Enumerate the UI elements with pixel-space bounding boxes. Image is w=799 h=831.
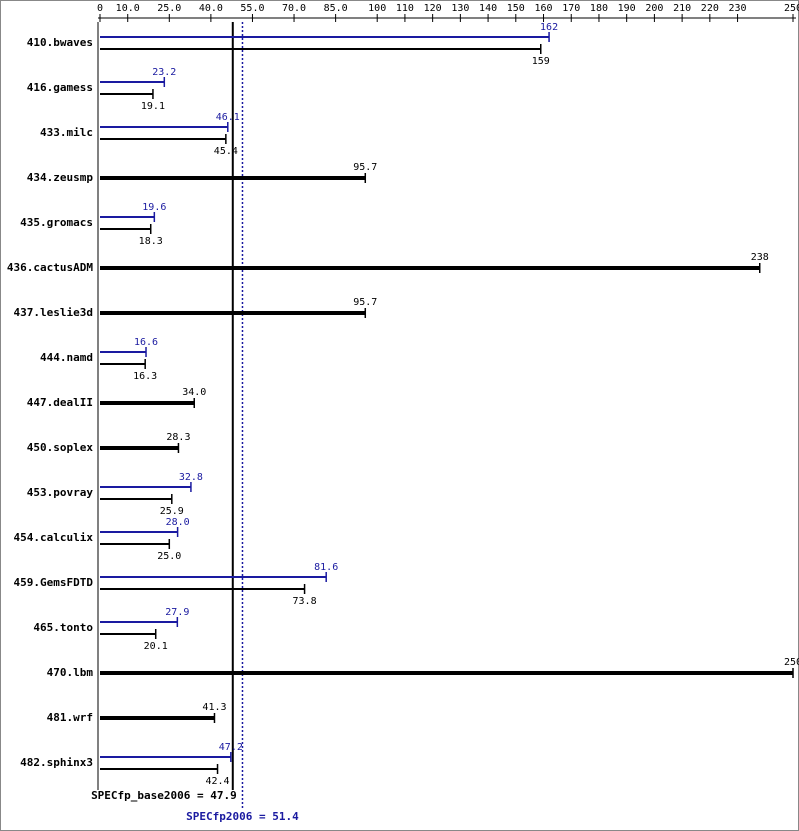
bench-label: 453.povray [27,486,94,499]
peak-score-label: SPECfp2006 = 51.4 [186,810,299,823]
value-label: 34.0 [182,387,206,398]
value-label: 238 [751,252,769,263]
value-label: 25.0 [157,551,181,562]
value-label: 19.6 [142,202,166,213]
value-label: 23.2 [152,67,176,78]
value-label: 47.2 [219,742,243,753]
x-tick-label: 250 [784,3,799,14]
x-tick-label: 180 [590,3,608,14]
value-label: 81.6 [314,562,338,573]
bench-label: 481.wrf [47,711,93,724]
x-tick-label: 100 [368,3,386,14]
bench-label: 437.leslie3d [14,306,93,319]
value-label: 162 [540,22,558,33]
x-tick-label: 150 [507,3,525,14]
value-label: 41.3 [202,702,226,713]
bench-label: 435.gromacs [20,216,93,229]
bench-label: 454.calculix [14,531,94,544]
bench-label: 416.gamess [27,81,93,94]
x-tick-label: 0 [97,3,103,14]
bench-label: 444.namd [40,351,93,364]
x-tick-label: 110 [396,3,414,14]
value-label: 42.4 [205,776,229,787]
value-label: 95.7 [353,297,377,308]
base-score-label: SPECfp_base2006 = 47.9 [91,789,237,802]
x-tick-label: 120 [424,3,442,14]
bench-label: 433.milc [40,126,93,139]
bench-label: 447.dealII [27,396,93,409]
x-tick-label: 190 [618,3,636,14]
x-tick-label: 25.0 [157,3,181,14]
value-label: 27.9 [165,607,189,618]
x-tick-label: 230 [729,3,747,14]
value-label: 16.6 [134,337,158,348]
value-label: 73.8 [293,596,317,607]
x-tick-label: 140 [479,3,497,14]
bench-label: 459.GemsFDTD [14,576,94,589]
bench-label: 410.bwaves [27,36,93,49]
bench-label: 470.lbm [47,666,94,679]
x-tick-label: 210 [673,3,691,14]
value-label: 19.1 [141,101,165,112]
x-tick-label: 85.0 [324,3,348,14]
bench-label: 436.cactusADM [7,261,93,274]
value-label: 16.3 [133,371,157,382]
bench-label: 465.tonto [33,621,93,634]
x-tick-label: 40.0 [199,3,223,14]
x-tick-label: 160 [534,3,552,14]
value-label: 18.3 [139,236,163,247]
bench-label: 482.sphinx3 [20,756,93,769]
value-label: 28.3 [166,432,190,443]
bench-label: 450.soplex [27,441,94,454]
x-tick-label: 70.0 [282,3,306,14]
value-label: 20.1 [144,641,168,652]
value-label: 45.4 [214,146,238,157]
value-label: 32.8 [179,472,203,483]
value-label: 250 [784,657,799,668]
value-label: 25.9 [160,506,184,517]
bench-label: 434.zeusmp [27,171,94,184]
x-tick-label: 130 [451,3,469,14]
x-tick-label: 170 [562,3,580,14]
x-tick-label: 200 [645,3,663,14]
value-label: 28.0 [166,517,190,528]
value-label: 159 [532,56,550,67]
x-tick-label: 10.0 [116,3,140,14]
x-tick-label: 220 [701,3,719,14]
x-tick-label: 55.0 [240,3,264,14]
value-label: 46.1 [216,112,240,123]
value-label: 95.7 [353,162,377,173]
